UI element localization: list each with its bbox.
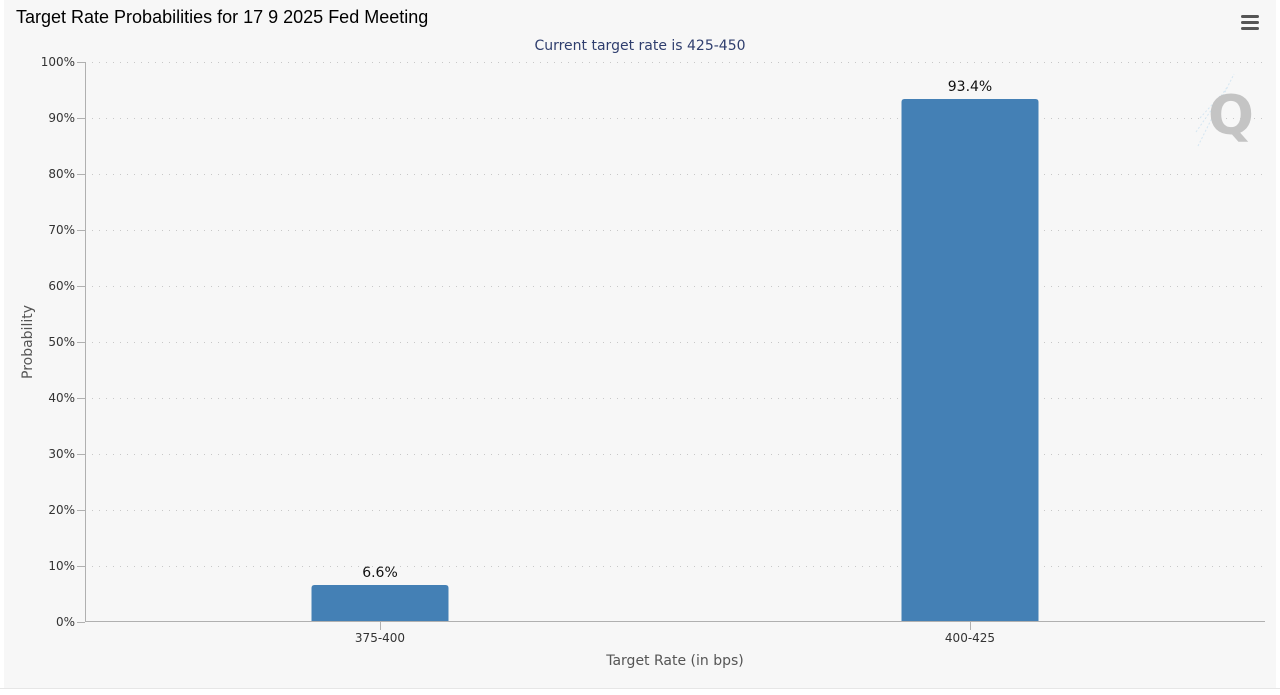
bars <box>311 98 1039 622</box>
y-tick-label: 90% <box>48 111 75 125</box>
y-tick-label: 100% <box>41 55 75 69</box>
y-tick-label: 70% <box>48 223 75 237</box>
data-label: 93.4% <box>948 79 992 95</box>
y-axis-ticks: 0% 10% 20% 30% 40% 50% 60% 70% 80% 90% 100% <box>41 55 85 629</box>
gridlines <box>85 62 1265 567</box>
y-axis-label: Probability <box>20 305 36 379</box>
quikstrike-q-logo-icon: Q <box>1195 73 1254 147</box>
x-tick-label: 375-400 <box>355 631 405 645</box>
chart-title: Target Rate Probabilities for 17 9 2025 … <box>16 7 429 27</box>
y-tick-label: 20% <box>48 503 75 517</box>
y-tick-label: 50% <box>48 335 75 349</box>
y-tick-label: 30% <box>48 447 75 461</box>
chart-menu-button[interactable] <box>1236 10 1264 34</box>
y-tick-label: 60% <box>48 279 75 293</box>
data-label: 6.6% <box>362 565 398 581</box>
y-tick-label: 10% <box>48 559 75 573</box>
chart-subtitle: Current target rate is 425-450 <box>534 38 745 54</box>
x-tick-label: 400-425 <box>945 631 995 645</box>
y-tick-label: 80% <box>48 167 75 181</box>
bottom-divider <box>0 688 1280 695</box>
bar-375-400[interactable] <box>311 585 449 622</box>
data-labels: 6.6% 93.4% <box>362 79 992 581</box>
bar-400-425[interactable] <box>901 98 1039 622</box>
x-axis-ticks: 375-400 400-425 <box>355 622 995 645</box>
y-tick-label: 40% <box>48 391 75 405</box>
y-tick-label: 0% <box>56 615 75 629</box>
chart-panel <box>4 0 1276 688</box>
svg-text:Q: Q <box>1208 84 1254 147</box>
x-axis-label: Target Rate (in bps) <box>605 653 744 669</box>
